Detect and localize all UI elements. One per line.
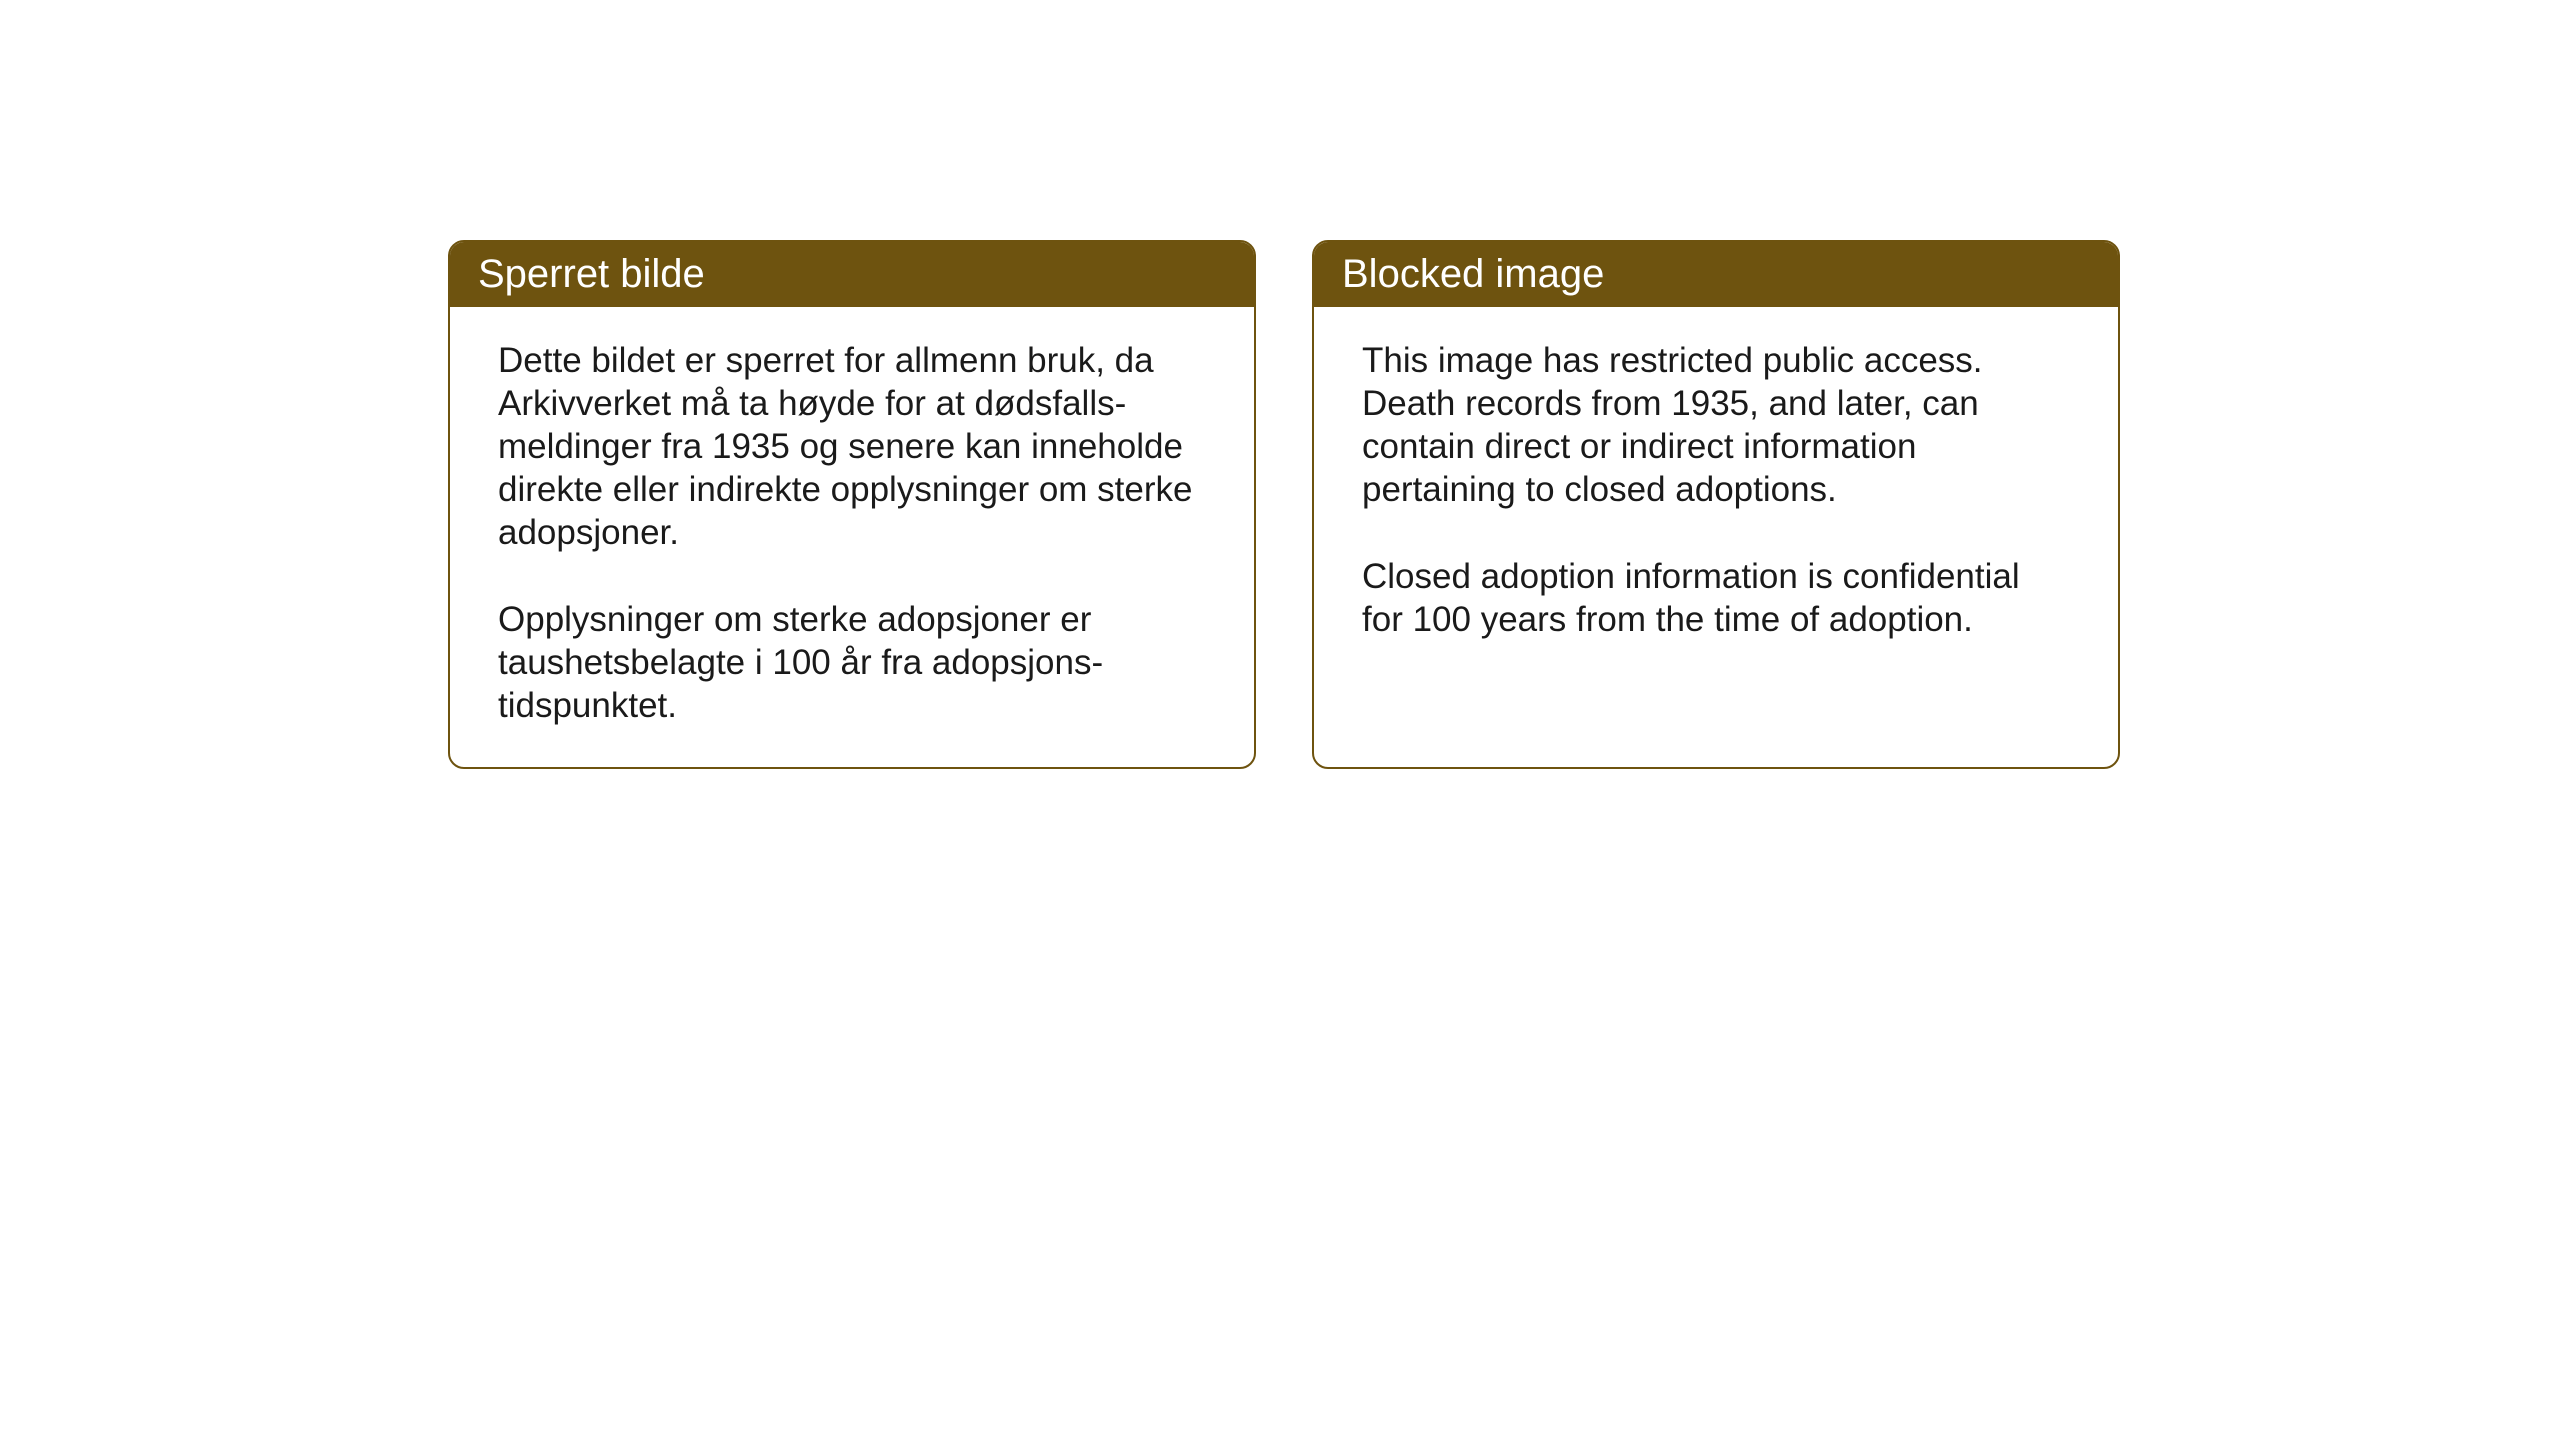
card-header-norwegian: Sperret bilde (450, 242, 1254, 307)
card-paragraph-1-english: This image has restricted public access.… (1362, 339, 2070, 511)
card-norwegian: Sperret bilde Dette bildet er sperret fo… (448, 240, 1256, 769)
card-body-english: This image has restricted public access.… (1314, 307, 2118, 747)
card-paragraph-2-norwegian: Opplysninger om sterke adopsjoner er tau… (498, 598, 1206, 727)
card-title-norwegian: Sperret bilde (478, 252, 705, 296)
card-body-norwegian: Dette bildet er sperret for allmenn bruk… (450, 307, 1254, 767)
cards-container: Sperret bilde Dette bildet er sperret fo… (448, 240, 2120, 769)
card-title-english: Blocked image (1342, 252, 1604, 296)
card-paragraph-2-english: Closed adoption information is confident… (1362, 555, 2070, 641)
card-english: Blocked image This image has restricted … (1312, 240, 2120, 769)
card-paragraph-1-norwegian: Dette bildet er sperret for allmenn bruk… (498, 339, 1206, 554)
card-header-english: Blocked image (1314, 242, 2118, 307)
